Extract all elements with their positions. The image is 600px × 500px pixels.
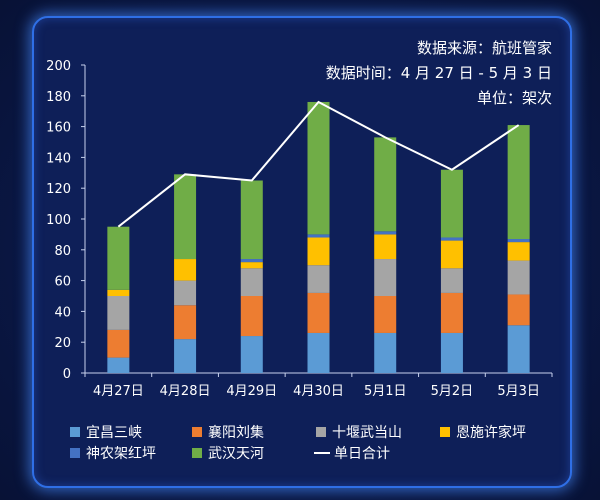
bar-segment [174, 174, 197, 260]
bar-segment [440, 268, 463, 293]
x-tick-label: 5月1日 [364, 384, 407, 399]
bar-segment [507, 239, 530, 243]
y-tick-label: 180 [46, 90, 71, 105]
bar-segment [374, 137, 397, 232]
legend-swatch [70, 448, 80, 458]
y-tick-label: 140 [46, 151, 71, 166]
y-tick-label: 200 [46, 59, 71, 74]
bar-segment [374, 332, 397, 373]
bar-segment [174, 280, 197, 306]
bar-segment [107, 296, 130, 330]
legend-swatch [192, 427, 202, 437]
x-tick-label: 4月28日 [160, 384, 211, 399]
total-line [117, 100, 520, 228]
bar-segment [240, 336, 263, 373]
bar-segment [507, 325, 530, 373]
legend-label: 宜昌三峡 [86, 425, 142, 441]
legend-swatch [440, 427, 450, 437]
date-range-line: 数据时间：4 月 27 日 - 5 月 3 日 [325, 64, 552, 82]
bar-segment [440, 332, 463, 373]
y-tick-label: 20 [54, 336, 71, 351]
bar-segment [440, 237, 463, 241]
bar-segment [440, 169, 463, 238]
bar-segment [174, 305, 197, 340]
bar-segment [174, 339, 197, 373]
bar-segment [240, 262, 263, 269]
bar-segment [307, 234, 330, 238]
bar-segment [440, 292, 463, 333]
y-tick-label: 0 [63, 367, 71, 382]
bar-segment [240, 180, 263, 260]
y-tick-label: 80 [54, 244, 71, 259]
x-tick-label: 5月2日 [431, 384, 474, 399]
bar-segment [107, 329, 130, 358]
y-tick-label: 100 [46, 213, 71, 228]
legend-label: 单日合计 [334, 446, 390, 462]
x-tick-label: 4月29日 [226, 384, 277, 399]
x-tick-label: 4月30日 [293, 384, 344, 399]
legend-label: 襄阳刘集 [208, 424, 264, 441]
bar-segment [174, 259, 197, 281]
bar-segment [240, 259, 263, 263]
bar-segment [440, 240, 463, 269]
bar-segment [307, 101, 330, 235]
bar-segment [307, 237, 330, 266]
bar-segment [240, 268, 263, 296]
x-tick-label: 4月27日 [93, 384, 144, 399]
y-tick-label: 60 [54, 275, 71, 290]
bar-segment [374, 234, 397, 260]
bar-segment [374, 231, 397, 235]
x-tick-label: 5月3日 [497, 384, 540, 399]
bar-segment [240, 296, 263, 337]
legend-swatch [70, 427, 80, 437]
legend-label: 神农架红坪 [86, 446, 156, 462]
legend-swatch [316, 427, 326, 437]
bar-segment [107, 289, 130, 296]
y-tick-label: 40 [54, 305, 71, 320]
legend-swatch [192, 448, 202, 458]
bar-segment [307, 332, 330, 373]
legend-label: 武汉天河 [208, 446, 264, 462]
bar-segment [507, 242, 530, 261]
bar-segment [507, 260, 530, 295]
bar-segment [107, 357, 130, 373]
y-tick-label: 120 [46, 182, 71, 197]
bar-segment [507, 294, 530, 326]
legend-label: 十堰武当山 [332, 425, 402, 441]
source-note: 数据来源：航班管家 数据时间：4 月 27 日 - 5 月 3 日 单位：架次 [326, 36, 552, 111]
bar-segment [374, 296, 397, 333]
source-line: 数据来源：航班管家 [416, 39, 552, 57]
bar-segment [307, 292, 330, 333]
unit-line: 单位：架次 [476, 89, 552, 107]
bar-segment [374, 259, 397, 296]
y-tick-label: 160 [46, 121, 71, 136]
legend-label: 恩施许家坪 [456, 424, 526, 441]
bar-segment [507, 125, 530, 240]
bar-segment [107, 226, 130, 290]
bar-segment [307, 265, 330, 293]
